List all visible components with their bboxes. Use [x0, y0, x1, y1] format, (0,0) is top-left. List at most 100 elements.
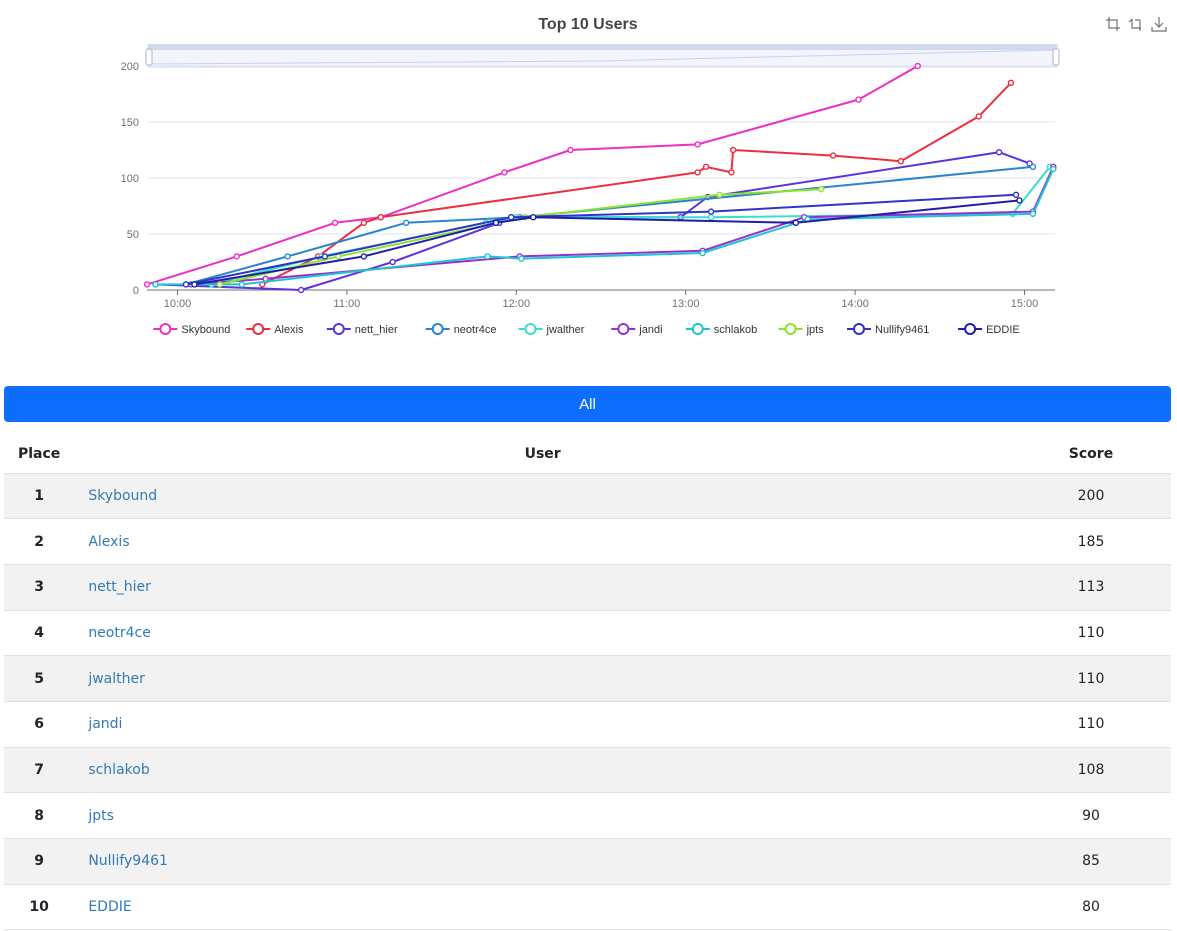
data-point-Nullify9461[interactable]	[1012, 191, 1020, 199]
data-point-jpts[interactable]	[716, 191, 723, 199]
user-link[interactable]: jpts	[88, 807, 114, 824]
row-place: 5	[4, 655, 75, 702]
data-point-Skybound[interactable]	[914, 62, 921, 70]
data-point-jpts[interactable]	[216, 281, 224, 288]
data-point-EDDIE[interactable]	[792, 219, 800, 227]
legend-entry[interactable]: EDDIE	[986, 324, 1020, 336]
data-point-Nullify9461[interactable]	[182, 281, 190, 288]
legend-swatch-marker[interactable]	[964, 323, 977, 335]
data-zoom-handle-right[interactable]	[1052, 48, 1060, 66]
legend-swatch-marker[interactable]	[853, 323, 865, 335]
legend-swatch-marker[interactable]	[524, 323, 537, 335]
data-point-schlakob[interactable]	[484, 253, 491, 260]
data-point-nett_hier[interactable]	[297, 286, 305, 294]
data-point-Skybound[interactable]	[855, 96, 862, 103]
legend-swatch-marker[interactable]	[431, 323, 444, 335]
data-point-Alexis[interactable]	[1007, 79, 1015, 87]
data-point-Alexis[interactable]	[897, 157, 905, 165]
legend-swatch-marker[interactable]	[617, 323, 630, 335]
series-line-schlakob[interactable]	[155, 168, 1055, 286]
legend-swatch-marker[interactable]	[332, 323, 345, 335]
row-score: 110	[1011, 610, 1171, 657]
series-line-jandi[interactable]	[190, 166, 1055, 286]
user-link[interactable]: EDDIE	[88, 899, 132, 916]
user-link[interactable]: neotr4ce	[88, 624, 151, 641]
series-line-jwalther[interactable]	[211, 166, 1051, 286]
column-header-score[interactable]: Score	[1011, 436, 1171, 474]
user-link[interactable]: Skybound	[88, 487, 158, 504]
legend-entry[interactable]: jwalther	[546, 324, 585, 336]
legend-entry[interactable]: Nullify9461	[875, 324, 929, 336]
user-link[interactable]: Alexis	[88, 533, 130, 550]
data-point-Alexis[interactable]	[694, 169, 701, 176]
data-point-Alexis[interactable]	[360, 219, 368, 227]
data-point-schlakob[interactable]	[1029, 210, 1037, 218]
row-user: neotr4ce	[74, 610, 1011, 657]
data-point-EDDIE[interactable]	[191, 281, 198, 288]
user-link[interactable]: jandi	[88, 716, 123, 733]
data-point-schlakob[interactable]	[152, 281, 159, 288]
data-point-Alexis[interactable]	[975, 113, 982, 120]
data-point-Skybound[interactable]	[567, 146, 574, 154]
zoom-icon[interactable]	[1105, 16, 1121, 32]
data-point-neotr4ce[interactable]	[402, 219, 410, 227]
series-line-EDDIE[interactable]	[194, 199, 1020, 286]
filter-all-button[interactable]: All	[4, 386, 1171, 422]
data-point-Skybound[interactable]	[233, 253, 240, 260]
data-point-schlakob[interactable]	[518, 255, 525, 262]
series-line-jpts[interactable]	[219, 188, 822, 286]
data-point-Skybound[interactable]	[694, 141, 701, 148]
data-point-Skybound[interactable]	[331, 219, 339, 227]
data-point-Alexis[interactable]	[829, 152, 837, 159]
zoom-reset-icon[interactable]	[1128, 16, 1144, 32]
row-place: 10	[4, 884, 75, 931]
data-point-EDDIE[interactable]	[360, 253, 368, 260]
data-point-Nullify9461[interactable]	[321, 253, 329, 260]
legend-entry[interactable]: neotr4ce	[454, 324, 497, 336]
data-point-EDDIE[interactable]	[492, 219, 500, 227]
data-point-Skybound[interactable]	[501, 169, 508, 176]
series-line-Alexis[interactable]	[261, 82, 1012, 286]
data-point-Alexis[interactable]	[729, 146, 737, 154]
legend-entry[interactable]: jpts	[806, 324, 825, 336]
data-point-schlakob[interactable]	[699, 249, 706, 257]
data-point-EDDIE[interactable]	[1016, 197, 1023, 204]
user-link[interactable]: nett_hier	[88, 579, 151, 596]
user-link[interactable]: schlakob	[88, 761, 150, 778]
legend-swatch-marker[interactable]	[252, 323, 265, 335]
legend-entry[interactable]: Alexis	[274, 324, 304, 336]
data-point-Alexis[interactable]	[377, 213, 384, 221]
series-line-Skybound[interactable]	[146, 65, 919, 286]
legend-entry[interactable]: nett_hier	[355, 324, 398, 336]
legend-swatch-marker[interactable]	[691, 323, 704, 335]
legend-entry[interactable]: jandi	[638, 324, 662, 336]
row-score: 110	[1011, 701, 1171, 748]
data-point-neotr4ce[interactable]	[284, 253, 291, 260]
column-header-user[interactable]: User	[74, 436, 1011, 474]
data-zoom-handle-left[interactable]	[145, 48, 153, 66]
table-header-row: Place User Score	[4, 436, 1171, 474]
data-point-jpts[interactable]	[818, 185, 825, 193]
data-point-schlakob[interactable]	[1050, 165, 1057, 173]
download-icon[interactable]	[1151, 16, 1167, 32]
data-point-Alexis[interactable]	[728, 169, 735, 176]
data-point-Nullify9461[interactable]	[508, 213, 515, 221]
data-point-Skybound[interactable]	[143, 281, 151, 288]
legend-entry[interactable]: Skybound	[181, 324, 230, 336]
data-point-neotr4ce[interactable]	[1029, 163, 1037, 171]
column-header-place[interactable]: Place	[4, 436, 75, 474]
data-point-nett_hier[interactable]	[389, 258, 396, 266]
data-point-nett_hier[interactable]	[995, 149, 1003, 156]
legend-swatch-marker[interactable]	[159, 323, 172, 335]
data-point-jwalther[interactable]	[707, 213, 715, 221]
row-score: 185	[1011, 518, 1171, 565]
data-point-Nullify9461[interactable]	[707, 208, 715, 215]
data-point-EDDIE[interactable]	[530, 213, 537, 221]
data-point-schlakob[interactable]	[238, 281, 246, 288]
data-point-Alexis[interactable]	[702, 163, 710, 171]
user-link[interactable]: jwalther	[88, 670, 145, 687]
user-link[interactable]: Nullify9461	[88, 853, 168, 870]
legend-entry[interactable]: schlakob	[714, 324, 757, 336]
legend-swatch-marker[interactable]	[784, 323, 797, 335]
data-zoom-bar[interactable]	[148, 44, 1057, 50]
